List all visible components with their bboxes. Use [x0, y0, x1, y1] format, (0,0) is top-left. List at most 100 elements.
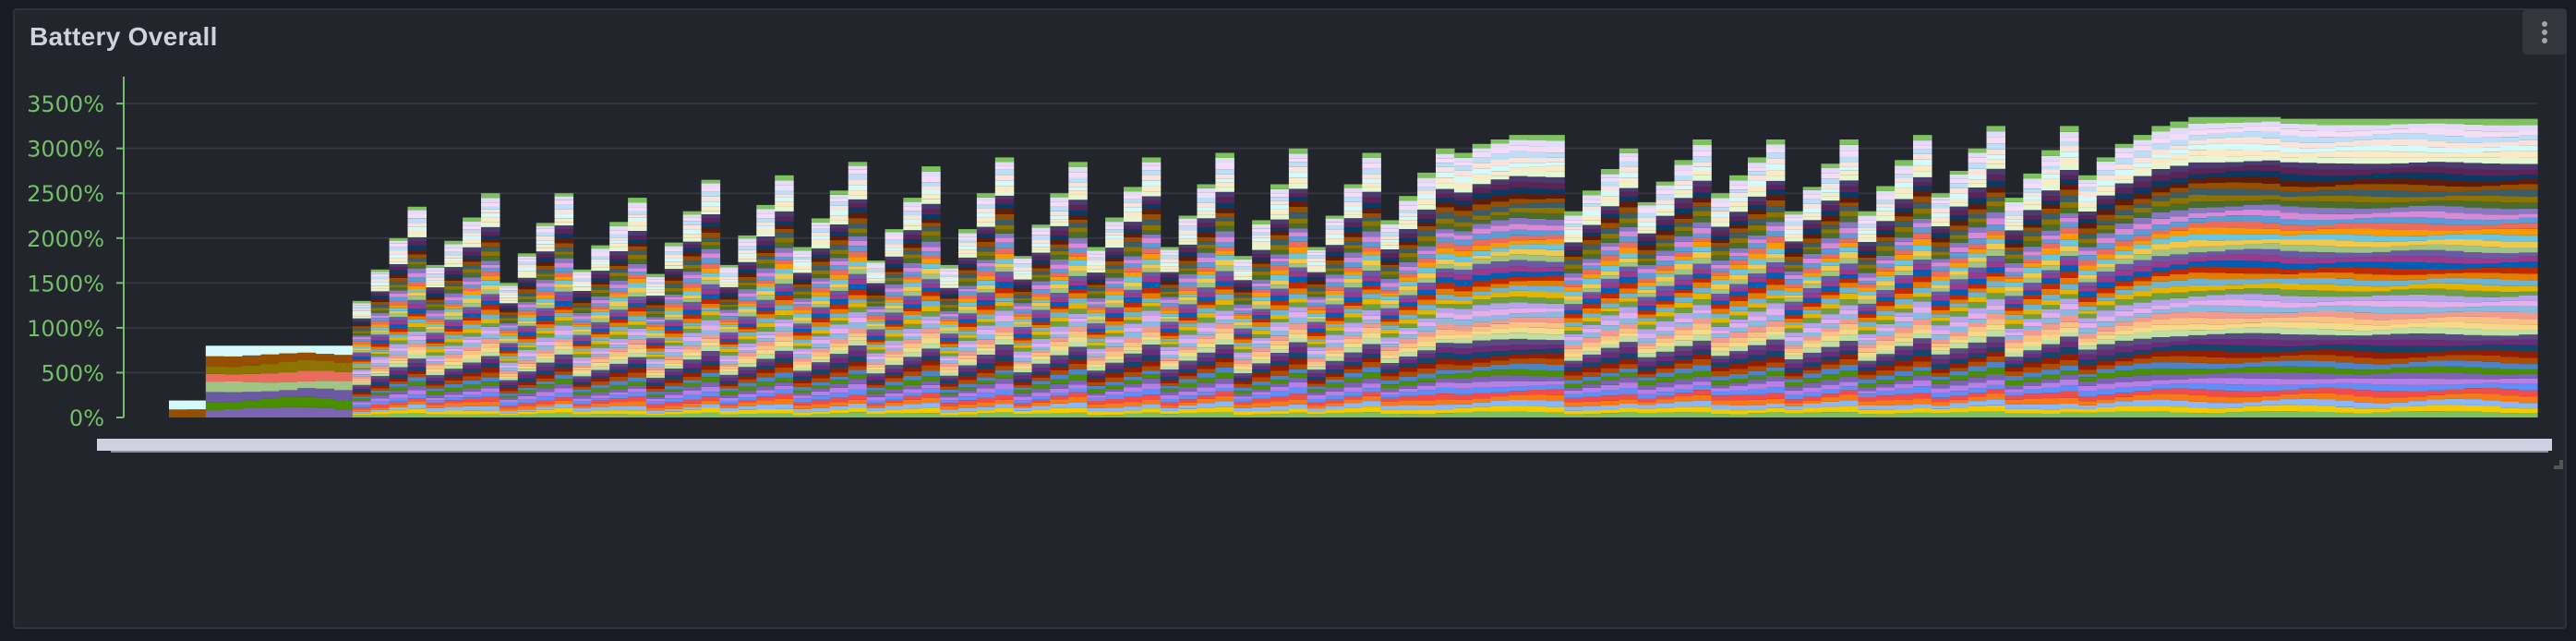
series-band: [1858, 360, 1877, 365]
series-band: [1252, 258, 1271, 261]
series-band: [793, 361, 813, 365]
series-band: [1600, 400, 1620, 405]
series-band: [976, 344, 996, 348]
series-band: [444, 303, 463, 307]
series-band: [1031, 371, 1051, 375]
series-band: [536, 337, 556, 342]
series-band: [554, 325, 574, 331]
series-band: [1141, 316, 1162, 321]
series-band: [1399, 306, 1418, 310]
series-band: [1068, 392, 1088, 397]
series-band: [1417, 294, 1437, 300]
series-band: [664, 386, 684, 390]
series-band: [1013, 351, 1033, 356]
series-band: [1821, 229, 1840, 234]
series-band: [1490, 272, 1511, 279]
series-band: [866, 400, 886, 404]
series-band: [1234, 266, 1253, 270]
series-band: [848, 251, 868, 258]
series-band: [609, 234, 629, 238]
series-band: [1215, 285, 1234, 290]
series-band: [829, 295, 849, 299]
series-band: [958, 313, 978, 317]
series-band: [1692, 381, 1712, 386]
series-band: [1124, 207, 1143, 212]
series-band: [738, 367, 757, 371]
time-step-column: [1509, 135, 1528, 417]
series-band: [921, 381, 941, 385]
series-band: [1013, 361, 1033, 364]
series-band: [1655, 246, 1676, 251]
series-band: [1748, 287, 1767, 294]
series-band: [1637, 301, 1657, 307]
series-band: [1105, 365, 1125, 369]
series-band: [1619, 183, 1639, 188]
series-band: [1692, 139, 1712, 146]
time-step-column: [389, 237, 409, 417]
series-band: [848, 174, 868, 180]
series-band: [1050, 403, 1069, 408]
series-band: [1949, 262, 1969, 268]
series-band: [426, 358, 445, 361]
series-band: [1784, 409, 1804, 414]
series-band: [1050, 359, 1069, 364]
series-band: [1527, 203, 1547, 208]
series-band: [389, 381, 409, 384]
series-band: [994, 195, 1015, 200]
series-band: [994, 306, 1015, 311]
series-band: [1692, 365, 1712, 371]
series-band: [1583, 362, 1602, 368]
series-band: [829, 236, 849, 240]
series-band: [1436, 166, 1455, 173]
series-band: [536, 261, 556, 266]
series-band: [1655, 334, 1676, 339]
panel-menu-button[interactable]: [2522, 10, 2567, 54]
series-band: [664, 348, 684, 353]
series-band: [444, 377, 463, 381]
series-band: [1490, 405, 1511, 412]
series-band: [719, 352, 739, 356]
series-band: [1288, 294, 1308, 299]
series-band: [1087, 353, 1106, 357]
series-band: [1087, 326, 1106, 330]
series-band: [719, 335, 739, 339]
series-band: [1821, 258, 1840, 262]
series-band: [1013, 267, 1033, 272]
series-band: [1068, 374, 1088, 381]
series-band: [1141, 287, 1162, 294]
series-band: [1509, 171, 1528, 176]
series-band: [682, 268, 703, 272]
series-band: [1288, 241, 1308, 248]
series-band: [1160, 272, 1180, 275]
series-band: [756, 366, 776, 369]
series-band: [481, 388, 500, 393]
series-band: [1637, 240, 1657, 246]
series-band: [591, 403, 610, 407]
series-band: [1913, 393, 1932, 399]
series-band: [1343, 278, 1364, 284]
series-band: [1031, 302, 1051, 307]
series-band: [591, 378, 610, 381]
series-band: [719, 401, 739, 404]
series-band: [1234, 321, 1253, 326]
series-band: [1729, 379, 1749, 383]
series-band: [1399, 229, 1418, 235]
time-step-column: [775, 175, 794, 417]
series-band: [517, 310, 537, 315]
series-band: [1197, 296, 1216, 302]
series-band: [463, 345, 482, 351]
series-band: [1729, 284, 1749, 288]
series-band: [591, 273, 610, 278]
series-band: [1472, 370, 1492, 377]
series-band: [1637, 245, 1657, 250]
series-band: [976, 347, 996, 352]
series-band: [646, 273, 666, 277]
series-band: [370, 337, 391, 341]
series-band: [1765, 298, 1786, 304]
series-band: [1178, 244, 1198, 248]
series-band: [1564, 220, 1583, 224]
series-band: [628, 222, 647, 226]
series-band: [719, 272, 739, 277]
series-band: [976, 271, 996, 276]
series-band: [775, 185, 794, 190]
